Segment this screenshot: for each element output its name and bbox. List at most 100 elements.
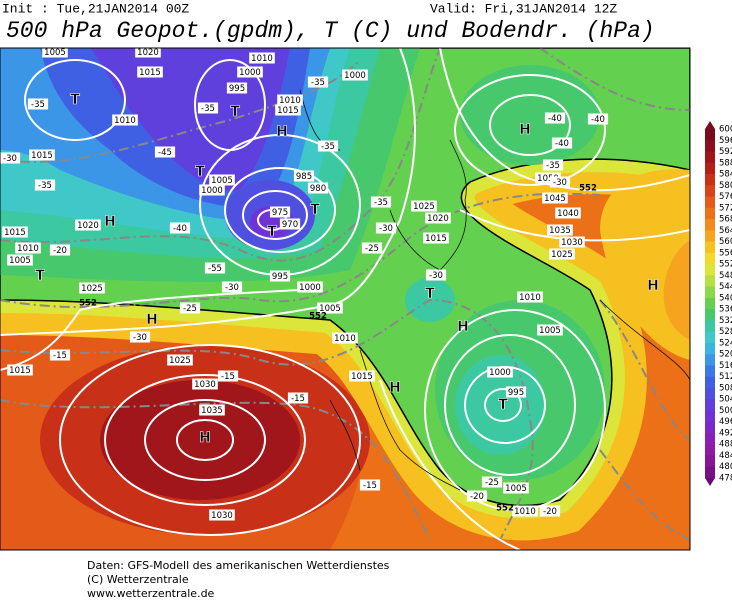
colorbar-label: 492 <box>719 428 732 438</box>
temperature-label: -15 <box>359 479 381 491</box>
pressure-label-text: 1025 <box>551 250 573 260</box>
colorbar-swatch <box>705 331 715 344</box>
colorbar-label: 600 <box>719 125 732 135</box>
colorbar-label: 520 <box>719 350 732 360</box>
pressure-label-box <box>503 482 529 494</box>
pressure-label-box <box>2 226 28 238</box>
pressure-label: 1015 <box>349 370 375 382</box>
temperature-label-box <box>539 505 561 517</box>
pressure-label-text: 1030 <box>194 380 216 390</box>
temperature-label-text: -45 <box>158 148 172 158</box>
colorbar-swatch <box>705 297 715 310</box>
temperature-label-text: -25 <box>183 304 197 314</box>
colorbar-swatch <box>705 421 715 434</box>
pressure-label-box <box>199 404 225 416</box>
pressure-label-box <box>192 378 218 390</box>
pressure-label-text: 1015 <box>425 234 447 244</box>
pressure-label: 1040 <box>555 207 581 219</box>
pressure-center: T <box>35 268 45 284</box>
pressure-label-text: 1005 <box>505 484 527 494</box>
colorbar-label: 500 <box>719 406 732 416</box>
temperature-label-box <box>49 244 71 256</box>
pressure-label-box <box>277 94 303 106</box>
temperature-label-text: -15 <box>291 394 305 404</box>
map-title: 500 hPa Geopot.(gpdm), T (C) und Bodendr… <box>6 18 655 44</box>
pressure-label-box <box>332 332 358 344</box>
pressure-label: 1000 <box>237 66 263 78</box>
pressure-label: 1015 <box>275 104 301 116</box>
pressure-label-box <box>135 48 161 58</box>
pressure-label-text: 1015 <box>351 372 373 382</box>
colorbar-swatch <box>705 219 715 231</box>
temperature-label-box <box>221 281 243 293</box>
colorbar-swatch <box>705 230 715 243</box>
pressure-center: T <box>70 92 80 108</box>
pressure-label-text: 1000 <box>239 68 261 78</box>
temperature-label: -30 <box>0 152 21 164</box>
colorbar-label: 480 <box>719 462 732 472</box>
pressure-center: T <box>310 202 320 218</box>
pressure-label-box <box>342 69 368 81</box>
pressure-label-box <box>137 66 163 78</box>
pressure-label: 1015 <box>29 149 55 161</box>
pressure-label-text: 1020 <box>77 221 99 231</box>
colorbar-swatch <box>705 466 715 479</box>
temperature-label-text: -30 <box>3 154 17 164</box>
temperature-label-box <box>317 140 339 152</box>
pressure-label-box <box>559 236 585 248</box>
pressure-label-text: 1015 <box>31 151 53 161</box>
pressure-label-box <box>42 48 68 58</box>
temperature-label-text: -35 <box>374 198 388 208</box>
temperature-isotherms <box>0 48 690 541</box>
pressure-center: T <box>425 286 435 302</box>
pressure-label: 995 <box>505 386 527 398</box>
temperature-label-text: -35 <box>31 100 45 110</box>
footer-copyright: (C) Wetterzentrale <box>87 573 189 586</box>
temperature-label-text: -30 <box>553 178 567 188</box>
pressure-label-text: 1010 <box>514 507 536 517</box>
pressure-label-text: 1000 <box>201 186 223 196</box>
temperature-label-text: -30 <box>225 283 239 293</box>
pressure-center: T <box>498 397 508 413</box>
colorbar-swatch <box>705 162 715 175</box>
pressure-center: T <box>195 164 205 180</box>
colorbar: 6005965925885845805765725685645605565525… <box>705 121 732 486</box>
colorbar-swatch <box>705 309 715 321</box>
temperature-label: -40 <box>544 112 566 124</box>
pressure-center: H <box>146 312 158 328</box>
pressure-label: 1005 <box>317 302 343 314</box>
pressure-center: H <box>519 122 531 138</box>
pressure-label-text: 995 <box>508 388 524 398</box>
pressure-label: 1010 <box>15 242 41 254</box>
temperature-label: -35 <box>34 179 56 191</box>
temperature-label-box <box>549 176 571 188</box>
temperature-label-text: -25 <box>485 478 499 488</box>
pressure-label: 1025 <box>549 248 575 260</box>
footer-url: www.wetterzentrale.de <box>87 587 215 600</box>
temperature-label: -40 <box>169 222 191 234</box>
colorbar-label: 592 <box>719 147 732 157</box>
pressure-label: 1035 <box>199 404 225 416</box>
init-time: Init : Tue,21JAN2014 00Z <box>2 1 189 16</box>
temperature-label: -35 <box>197 102 219 114</box>
pressure-label-box <box>537 324 563 336</box>
colorbar-swatch <box>705 174 715 186</box>
temperature-label-text: -20 <box>470 492 484 502</box>
isobars <box>0 48 690 550</box>
colorbar-label: 536 <box>719 305 732 315</box>
pressure-label: 1050 <box>535 172 561 184</box>
temperature-label: -35 <box>317 140 339 152</box>
pressure-label-text: 1045 <box>544 194 566 204</box>
pressure-label-box <box>293 170 315 182</box>
pressure-label-text: 1000 <box>299 283 321 293</box>
temperature-label-text: -30 <box>379 224 393 234</box>
pressure-label-box <box>79 282 105 294</box>
temperature-label-box <box>217 370 239 382</box>
temperature-label-text: -35 <box>311 78 325 88</box>
pressure-label-box <box>487 366 513 378</box>
pressure-label: 995 <box>226 82 248 94</box>
colorbar-swatch <box>705 432 715 445</box>
temperature-label-text: -15 <box>363 481 377 491</box>
temperature-label-text: -40 <box>548 114 562 124</box>
temperature-label-box <box>204 262 226 274</box>
